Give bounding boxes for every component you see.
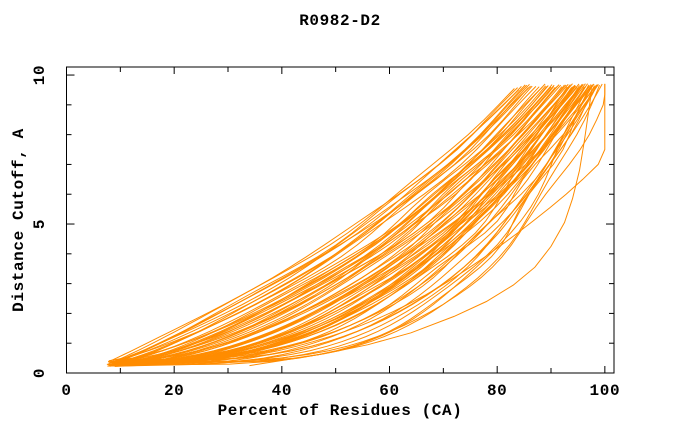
x-tick-label: 60 [379,382,400,400]
model-curve [111,86,571,364]
x-axis-label: Percent of Residues (CA) [217,402,463,420]
model-curve [109,83,569,366]
plot-frame [66,66,615,374]
model-curve [112,85,593,365]
x-tick-label: 40 [271,382,293,400]
x-tick-label: 100 [589,382,621,400]
model-curve [118,83,606,364]
model-curve [117,83,546,367]
model-curve [118,83,530,363]
model-curve [111,84,560,367]
model-curve [107,84,567,367]
model-curve [118,86,568,362]
model-curve [114,86,585,363]
model-curve [117,85,600,364]
model-curve [117,84,599,363]
model-curve [111,86,543,364]
model-curve [112,84,593,367]
model-curve [116,86,575,365]
model-curve [108,86,537,362]
model-curve [114,83,573,365]
x-tick-label: 0 [61,382,72,400]
model-curve [109,85,546,367]
model-curve [112,86,556,365]
x-tick-label: 20 [163,382,185,400]
model-curve [108,89,520,363]
model-curve [111,85,587,367]
model-curve [115,87,551,364]
model-curve [114,83,580,367]
model-curve [112,85,531,365]
chart-title: R0982-D2 [299,12,381,30]
model-curve [109,87,572,364]
model-curve [108,86,563,366]
model-curve [113,86,597,367]
x-tick-label: 80 [486,382,508,400]
model-curve [114,85,570,364]
model-curve [110,83,586,363]
model-curve [110,87,529,363]
model-curve [249,88,593,367]
model-curve [108,86,578,365]
model-curve [114,84,555,365]
model-curve [114,84,606,367]
model-curve [115,84,590,365]
model-curve [119,85,580,362]
